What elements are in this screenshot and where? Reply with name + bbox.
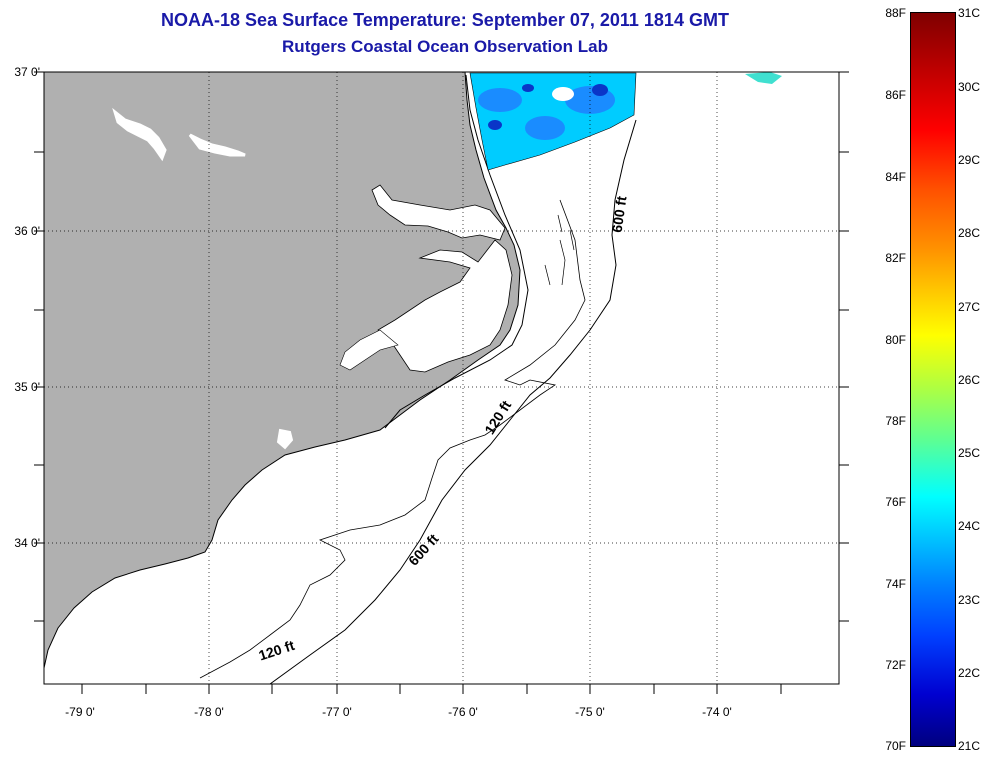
- map-grid: [44, 72, 839, 684]
- inland-lake-3: [276, 428, 294, 450]
- albemarle-sound: [371, 184, 506, 241]
- lon-label-74: -74 0': [702, 705, 732, 719]
- lon-label-77: -77 0': [322, 705, 352, 719]
- barrier-islands: [384, 74, 529, 429]
- chart-subtitle: Rutgers Coastal Ocean Observation Lab: [282, 37, 608, 56]
- colorbar-c-label: 31C: [958, 6, 981, 20]
- colorbar-c-label: 29C: [958, 153, 981, 167]
- contour-600ft: [269, 119, 637, 684]
- colorbar-f-label: 72F: [885, 658, 906, 672]
- colorbar-f-label: 88F: [885, 6, 906, 20]
- colorbar-c-label: 26C: [958, 373, 981, 387]
- colorbar-c-label: 25C: [958, 446, 981, 460]
- lon-label-79: -79 0': [65, 705, 95, 719]
- colorbar-c-label: 27C: [958, 300, 981, 314]
- inland-lake-1: [112, 107, 167, 162]
- colorbar-f-label: 74F: [885, 577, 906, 591]
- sst-patch-dark-6: [522, 84, 534, 92]
- colorbar-f-label: 84F: [885, 170, 906, 184]
- colorbar-c-label: 30C: [958, 80, 981, 94]
- sst-patch-dark-3: [525, 116, 565, 140]
- neuse-river: [339, 329, 399, 371]
- sst-patch-small: [745, 72, 782, 84]
- sst-patch-dark-5: [488, 120, 502, 130]
- colorbar-f-label: 80F: [885, 333, 906, 347]
- colorbar-c-label: 23C: [958, 593, 981, 607]
- colorbar-c-label: 24C: [958, 519, 981, 533]
- sst-patch-dark-1: [478, 88, 522, 112]
- pamlico-sound: [377, 239, 513, 373]
- map-ticks: [34, 71, 849, 694]
- lon-label-78: -78 0': [194, 705, 224, 719]
- contour-label-600ft-north: 600 ft: [609, 195, 630, 234]
- inland-lake-2: [188, 133, 246, 157]
- contour-120ft: [199, 199, 586, 679]
- colorbar-f-label: 76F: [885, 495, 906, 509]
- map-frame: [43, 71, 840, 685]
- colorbar-c-label: 28C: [958, 226, 981, 240]
- colorbar-f-label: 82F: [885, 251, 906, 265]
- chart-title: NOAA-18 Sea Surface Temperature: Septemb…: [161, 10, 729, 30]
- sst-patch-dark-4: [592, 84, 608, 96]
- colorbar-f-label: 78F: [885, 414, 906, 428]
- lon-label-75: -75 0': [575, 705, 605, 719]
- shelf-contour-detail: [544, 214, 575, 286]
- temperature-colorbar: [910, 12, 956, 747]
- lat-label-36: 36 0': [14, 224, 40, 238]
- colorbar-f-label: 86F: [885, 88, 906, 102]
- lat-label-34: 34 0': [14, 536, 40, 550]
- lon-label-76: -76 0': [448, 705, 478, 719]
- colorbar-c-label: 22C: [958, 666, 981, 680]
- lat-label-35: 35 0': [14, 380, 40, 394]
- colorbar-c-label: 21C: [958, 739, 981, 753]
- colorbar-f-label: 70F: [885, 739, 906, 753]
- sst-cloud-hole: [552, 87, 574, 101]
- lat-label-37: 37 0': [14, 65, 40, 79]
